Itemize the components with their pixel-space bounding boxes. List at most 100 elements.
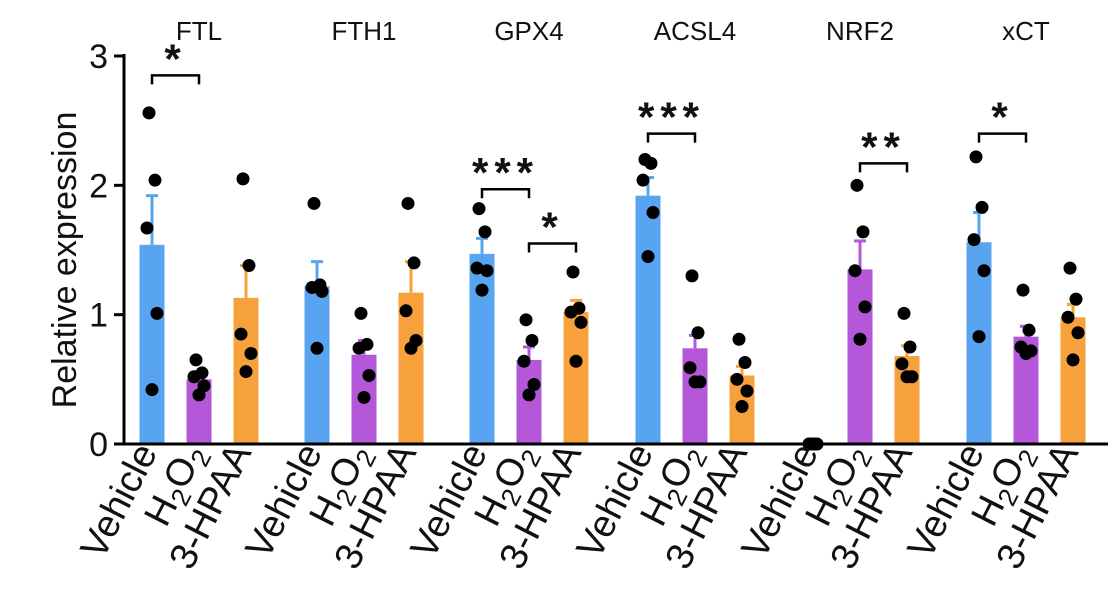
significance-label: *: [164, 35, 186, 82]
data-point: [646, 205, 660, 219]
ytick-label: 2: [89, 167, 108, 205]
data-point: [244, 346, 258, 360]
data-point: [566, 265, 580, 279]
data-point: [858, 300, 872, 314]
significance-label: ***: [472, 149, 539, 196]
data-point: [472, 202, 486, 216]
gene-label-nrf2: NRF2: [826, 16, 894, 46]
data-point: [527, 378, 541, 392]
data-point: [1019, 346, 1033, 360]
data-point: [856, 225, 870, 239]
data-point: [407, 256, 421, 270]
bar-gpx4-vehicle: [469, 253, 495, 444]
data-point: [641, 249, 655, 263]
data-point: [969, 150, 983, 164]
data-point: [310, 341, 324, 355]
data-point: [187, 370, 201, 384]
data-point: [189, 353, 203, 367]
data-point: [517, 354, 531, 368]
ytick-label: 1: [89, 297, 108, 335]
data-point: [738, 356, 752, 370]
data-point: [1069, 292, 1083, 306]
data-point: [234, 327, 248, 341]
data-point: [574, 315, 588, 329]
data-point: [522, 388, 536, 402]
data-point: [192, 388, 206, 402]
xtick-label-h2o2: H2O2: [798, 437, 879, 535]
data-point: [636, 173, 650, 187]
data-point: [735, 399, 749, 413]
data-point: [848, 264, 862, 278]
data-point: [853, 332, 867, 346]
labels-layer: FTLVehicleH2O23-HPAAFTH1VehicleH2O23-HPA…: [73, 16, 1087, 576]
bars-layer: [139, 195, 1086, 444]
data-point: [1022, 323, 1036, 337]
data-point: [478, 225, 492, 239]
data-point: [148, 173, 162, 187]
data-point: [404, 341, 418, 355]
data-point: [897, 306, 911, 320]
bar-xct-3-hpaa: [1060, 317, 1086, 444]
data-point: [967, 233, 981, 247]
bar-gpx4-3-hpaa: [563, 312, 589, 444]
data-point: [564, 305, 578, 319]
data-point: [362, 368, 376, 382]
data-point: [145, 383, 159, 397]
data-point: [850, 178, 864, 192]
data-point: [975, 200, 989, 214]
error-bars-layer: [146, 176, 1079, 380]
gene-label-ftl: FTL: [176, 16, 222, 46]
data-point: [315, 284, 329, 298]
significance-bracket: [150, 74, 201, 85]
data-point: [644, 156, 658, 170]
data-point: [307, 196, 321, 210]
data-point: [140, 221, 154, 235]
ytick-label: 0: [89, 426, 108, 464]
significance-bracket: [527, 242, 578, 253]
data-point: [569, 354, 583, 368]
data-point: [239, 365, 253, 379]
data-point: [685, 269, 699, 283]
data-point: [354, 306, 368, 320]
data-point: [977, 264, 991, 278]
data-point: [730, 372, 744, 386]
significance-bracket: [977, 132, 1028, 143]
significance-layer: ***********: [150, 35, 1028, 253]
data-points-layer: [140, 106, 1085, 451]
data-point: [740, 384, 754, 398]
bar-fth1-vehicle: [304, 286, 330, 444]
ytick-label: 3: [89, 38, 108, 76]
significance-label: **: [861, 123, 906, 170]
data-point: [1061, 310, 1075, 324]
data-point: [1071, 326, 1085, 340]
data-point: [142, 106, 156, 120]
gene-label-acsl4: ACSL4: [654, 16, 736, 46]
data-point: [895, 357, 909, 371]
significance-bracket: [646, 132, 697, 143]
data-point: [480, 264, 494, 278]
data-point: [352, 341, 366, 355]
data-point: [1016, 283, 1030, 297]
data-point: [688, 375, 702, 389]
data-point: [683, 361, 697, 375]
bar-fth1-3-hpaa: [398, 292, 424, 444]
data-point: [1063, 261, 1077, 275]
data-point: [732, 332, 746, 346]
bar-gpx4-h2o2: [516, 359, 542, 444]
data-point: [236, 172, 250, 186]
significance-bracket: [858, 162, 909, 173]
data-point: [305, 281, 319, 295]
significance-bracket: [480, 187, 531, 199]
bar-ftl-vehicle: [139, 244, 165, 444]
gene-label-fth1: FTH1: [332, 16, 397, 46]
data-point: [903, 340, 917, 354]
data-point: [972, 330, 986, 344]
data-point: [475, 283, 489, 297]
bar-acsl4-vehicle: [635, 195, 661, 444]
data-point: [399, 304, 413, 318]
data-point: [519, 313, 533, 327]
significance-label: *: [991, 94, 1013, 141]
data-point: [691, 326, 705, 340]
gene-label-xct: xCT: [1002, 16, 1050, 46]
